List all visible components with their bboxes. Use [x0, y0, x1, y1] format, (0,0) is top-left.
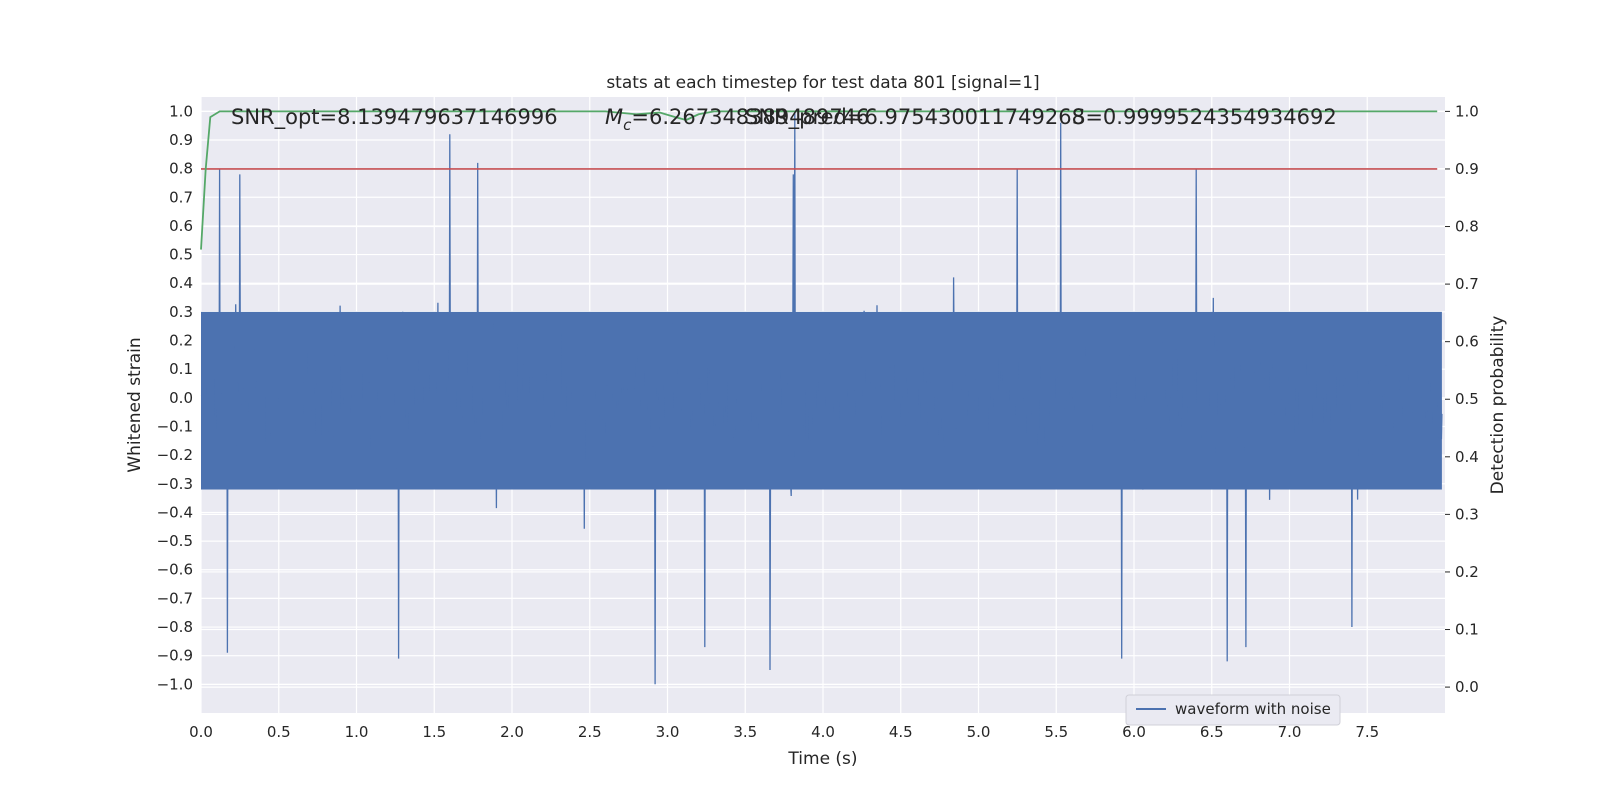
- x-tick-label: 2.0: [500, 723, 524, 741]
- y-tick-label: −0.5: [157, 532, 193, 550]
- y-tick-label: 0.1: [169, 360, 193, 378]
- x-tick-label: 4.5: [889, 723, 913, 741]
- y2-tick-label: 0.1: [1455, 621, 1479, 639]
- y-tick-label: −0.9: [157, 647, 193, 665]
- x-tick-label: 7.0: [1278, 723, 1302, 741]
- y2-axis-label: Detection probability: [1488, 316, 1508, 495]
- y-tick-label: −0.8: [157, 618, 193, 636]
- y-tick-label: 0.5: [169, 246, 193, 264]
- chart-title: stats at each timestep for test data 801…: [606, 73, 1039, 93]
- y2-tick-label: 1.0: [1455, 102, 1479, 120]
- probability-line: [200, 110, 1438, 250]
- y-tick-label: −0.3: [157, 475, 193, 493]
- y2-tick-label: 0.0: [1455, 678, 1479, 696]
- y-tick-label: 0.6: [169, 217, 193, 235]
- y-tick-label: −0.6: [157, 561, 193, 579]
- y-tick-label: −0.2: [157, 446, 193, 464]
- legend-label-waveform: waveform with noise: [1175, 700, 1331, 718]
- y-tick-label: 0.8: [169, 160, 193, 178]
- y-axis-label: Whitened strain: [125, 337, 145, 472]
- y2-tick-label: 0.9: [1455, 160, 1479, 178]
- y2-tick-label: 0.5: [1455, 390, 1479, 408]
- x-tick-label: 6.0: [1122, 723, 1146, 741]
- y-tick-label: −0.7: [157, 589, 193, 607]
- y2-tick-label: 0.2: [1455, 563, 1479, 581]
- y-tick-label: 0.3: [169, 303, 193, 321]
- y-tick-label: 0.4: [169, 274, 193, 292]
- x-tick-label: 0.5: [267, 723, 291, 741]
- x-axis-ticks: 0.0 0.5 1.0 1.5 2.0 2.5 3.0 3.5 4.0 4.5 5.0 5.5 6.0 6…: [189, 723, 1379, 741]
- series-waveform-with-noise: [200, 111, 1443, 685]
- x-tick-label: 4.0: [811, 723, 835, 741]
- y2-tick-label: 0.3: [1455, 505, 1479, 523]
- annotations: SNR_opt=8.139479637146996 Mc=6.267348389…: [231, 105, 1337, 134]
- y-axis-ticks: 1.0 0.9 0.8 0.7 0.6 0.5 0.4 0.3 0.2 0.1 0.0 −0.1 −0.…: [157, 102, 193, 693]
- y-tick-label: 0.0: [169, 389, 193, 407]
- x-tick-label: 1.0: [345, 723, 369, 741]
- x-tick-label: 3.5: [733, 723, 757, 741]
- legend-box: [1125, 694, 1341, 726]
- x-tick-label: 5.0: [967, 723, 991, 741]
- series-detection-probability: [200, 110, 1438, 250]
- annotation-snr-pred: SNR_pred=6.975430011749268: [745, 105, 1085, 130]
- x-tick-label: 1.5: [422, 723, 446, 741]
- annotation-snr-opt: SNR_opt=8.139479637146996: [231, 105, 558, 130]
- annotation-chirp-mass: Mc=6.267348389489746: [605, 105, 869, 134]
- y-tick-label: 0.9: [169, 131, 193, 149]
- annotation-detection-score: S=0.9999524354934692: [1072, 105, 1337, 129]
- y-tick-label: 1.0: [169, 102, 193, 120]
- y2-axis-ticks: 1.0 0.9 0.8 0.7 0.6 0.5 0.4 0.3 0.2 0.1 0.0: [1445, 102, 1479, 696]
- x-tick-label: 6.5: [1200, 723, 1224, 741]
- x-axis-label: Time (s): [787, 749, 857, 769]
- x-tick-label: 5.5: [1044, 723, 1068, 741]
- y2-tick-label: 0.8: [1455, 218, 1479, 236]
- x-tick-label: 3.0: [656, 723, 680, 741]
- y-tick-label: −1.0: [157, 675, 193, 693]
- y-tick-label: −0.4: [157, 503, 193, 521]
- y-tick-label: 0.7: [169, 188, 193, 206]
- x-tick-label: 0.0: [189, 723, 213, 741]
- y2-tick-label: 0.7: [1455, 275, 1479, 293]
- y-tick-label: −0.1: [157, 417, 193, 435]
- legend: waveform with noise: [1125, 694, 1341, 726]
- x-tick-label: 2.5: [578, 723, 602, 741]
- waveform-line: [200, 111, 1443, 685]
- x-tick-label: 7.5: [1355, 723, 1379, 741]
- y2-tick-label: 0.4: [1455, 448, 1479, 466]
- y2-tick-label: 0.6: [1455, 333, 1479, 351]
- y-tick-label: 0.2: [169, 332, 193, 350]
